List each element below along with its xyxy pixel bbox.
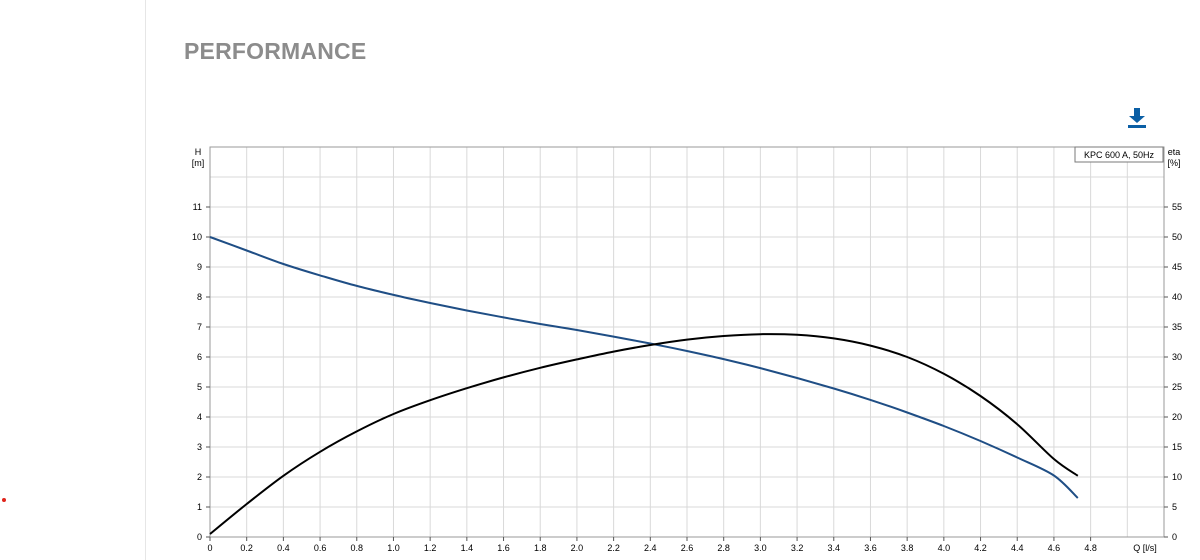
- x-tick-label: 2.2: [607, 543, 620, 553]
- x-tick-label: 0.2: [240, 543, 253, 553]
- y-right-tick-label: 40: [1172, 292, 1182, 302]
- download-button[interactable]: [1126, 106, 1148, 130]
- x-tick-label: 3.8: [901, 543, 914, 553]
- series-line-efficiency: [209, 333, 1079, 535]
- y-left-tick-label: 1: [197, 502, 202, 512]
- y-right-tick-label: 15: [1172, 442, 1182, 452]
- y-right-axis-unit: [%]: [1167, 158, 1180, 168]
- x-tick-label: 1.2: [424, 543, 437, 553]
- x-tick-label: 3.2: [791, 543, 804, 553]
- y-left-tick-label: 4: [197, 412, 202, 422]
- y-right-tick-label: 10: [1172, 472, 1182, 482]
- y-right-tick-label: 25: [1172, 382, 1182, 392]
- y-left-tick-label: 11: [193, 202, 202, 212]
- y-left-tick-label: 6: [197, 352, 202, 362]
- y-left-tick-label: 3: [197, 442, 202, 452]
- y-right-tick-label: 35: [1172, 322, 1182, 332]
- x-tick-label: 4.2: [974, 543, 987, 553]
- y-right-tick-label: 30: [1172, 352, 1182, 362]
- x-tick-label: 0.4: [277, 543, 290, 553]
- x-tick-label: 4.6: [1048, 543, 1061, 553]
- y-right-tick-label: 50: [1172, 232, 1182, 242]
- series-line-head: [209, 236, 1079, 499]
- y-left-tick-label: 2: [197, 472, 202, 482]
- y-right-tick-label: 20: [1172, 412, 1182, 422]
- x-tick-label: 2.4: [644, 543, 657, 553]
- y-left-tick-label: 10: [192, 232, 202, 242]
- y-left-tick-label: 5: [197, 382, 202, 392]
- y-left-tick-label: 9: [197, 262, 202, 272]
- x-tick-label: 3.0: [754, 543, 767, 553]
- x-tick-label: 2.6: [681, 543, 694, 553]
- x-tick-label: 2.0: [571, 543, 584, 553]
- download-icon: [1128, 108, 1146, 128]
- x-tick-label: 0.6: [314, 543, 327, 553]
- x-axis-label: Q [l/s]: [1133, 543, 1157, 553]
- x-tick-label: 1.8: [534, 543, 547, 553]
- y-right-axis-label: eta: [1168, 147, 1181, 157]
- y-left-axis-unit: [m]: [192, 158, 205, 168]
- x-tick-label: 4.0: [938, 543, 951, 553]
- left-sidebar: [0, 0, 146, 560]
- y-right-tick-label: 0: [1172, 532, 1177, 542]
- x-tick-label: 0.8: [351, 543, 364, 553]
- page-title: PERFORMANCE: [184, 38, 367, 64]
- x-tick-label: 4.8: [1084, 543, 1097, 553]
- x-tick-label: 1.0: [387, 543, 400, 553]
- x-tick-label: 4.4: [1011, 543, 1024, 553]
- x-tick-label: 3.4: [828, 543, 841, 553]
- y-right-tick-label: 45: [1172, 262, 1182, 272]
- x-tick-label: 2.8: [717, 543, 730, 553]
- red-dot-marker: [2, 498, 6, 502]
- legend-box: [1074, 146, 1164, 163]
- y-right-tick-label: 55: [1172, 202, 1182, 212]
- y-left-tick-label: 7: [197, 322, 202, 332]
- x-tick-label: 1.4: [461, 543, 474, 553]
- y-left-tick-label: 8: [197, 292, 202, 302]
- x-tick-label: 3.6: [864, 543, 877, 553]
- y-left-tick-label: 0: [197, 532, 202, 542]
- y-left-axis-label: H: [195, 147, 202, 157]
- x-tick-label: 0: [207, 543, 212, 553]
- legend-label: KPC 600 A, 50Hz: [1084, 150, 1155, 160]
- x-tick-label: 1.6: [497, 543, 510, 553]
- y-right-tick-label: 5: [1172, 502, 1177, 512]
